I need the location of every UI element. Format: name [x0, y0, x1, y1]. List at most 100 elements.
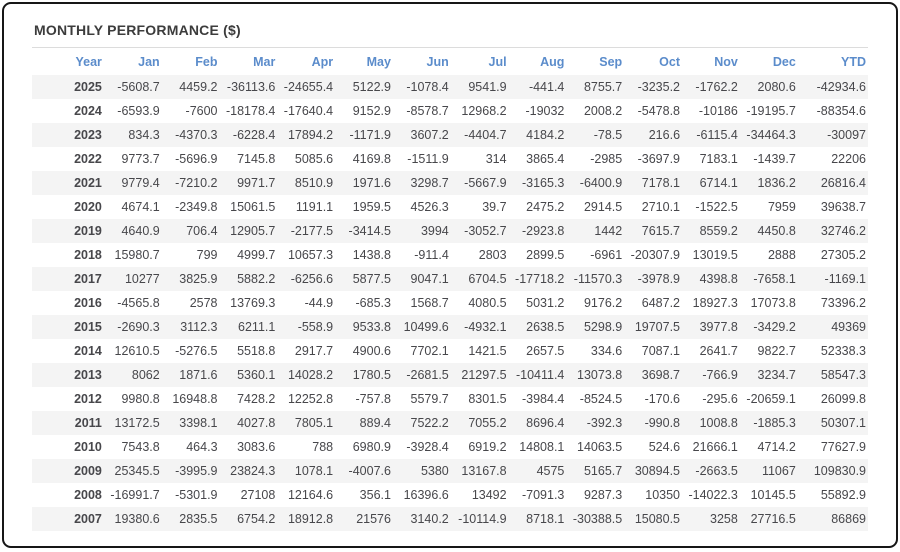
value-cell-jul: -4404.7 — [450, 123, 509, 147]
column-header-aug: Aug — [540, 55, 565, 69]
value-cell-dec: -1885.3 — [739, 411, 798, 435]
value-cell-mar: 5360.1 — [219, 363, 278, 387]
value-cell-oct: 2710.1 — [641, 200, 681, 214]
value-cell-apr: -17640.4 — [283, 104, 334, 118]
monthly-performance-panel: MONTHLY PERFORMANCE ($) Year Jan Feb Mar Apr… — [4, 4, 896, 531]
table-header-row: Year Jan Feb Mar Apr May Jun Jul Aug Sep Oct Nov Dec… — [32, 48, 868, 75]
value-cell-feb: -7210.2 — [161, 171, 220, 195]
column-header-sep: Sep — [599, 55, 623, 69]
year-cell: 2015 — [32, 315, 104, 339]
value-cell-sep: -6400.9 — [566, 171, 625, 195]
value-cell-apr: 8510.9 — [277, 171, 336, 195]
value-cell-aug: -3165.3 — [508, 171, 567, 195]
year-cell: 2024 — [74, 104, 102, 118]
table-row-2015: 2015 -2690.3 3112.3 6211.1 -558.9 9533.8 10499… — [32, 315, 868, 339]
value-cell-nov: -1522.5 — [695, 200, 738, 214]
year-cell: 2010 — [74, 440, 102, 454]
value-cell-oct: 30894.5 — [624, 459, 683, 483]
value-cell-dec: 7959 — [767, 200, 796, 214]
value-cell-feb: 1871.6 — [161, 363, 220, 387]
value-cell-apr: 14028.2 — [277, 363, 336, 387]
value-cell-jan: -6593.9 — [117, 104, 160, 118]
value-cell-jul: 314 — [485, 152, 507, 166]
value-cell-ytd: 52338.3 — [820, 344, 866, 358]
value-cell-aug: 14808.1 — [519, 440, 565, 454]
value-cell-feb: 706.4 — [161, 219, 220, 243]
value-cell-aug: -7091.3 — [521, 488, 565, 502]
value-cell-jul: 9541.9 — [450, 75, 509, 99]
value-cell-sep: -392.3 — [566, 411, 625, 435]
table-row-2010: 2010 7543.8 464.3 3083.6 788 6980.9 -3928.4 691… — [32, 435, 868, 459]
value-cell-jul: -3052.7 — [450, 219, 509, 243]
value-cell-mar: 3083.6 — [237, 440, 276, 454]
table-row-2011: 2011 13172.5 3398.1 4027.8 7805.1 889.4 7522.2… — [32, 411, 868, 435]
value-cell-jul: 6704.5 — [450, 267, 509, 291]
value-cell-may: 4169.8 — [352, 152, 391, 166]
value-cell-aug: 4575 — [508, 459, 567, 483]
value-cell-nov: 21666.1 — [692, 440, 738, 454]
value-cell-jan: 7543.8 — [121, 440, 160, 454]
value-cell-nov: 7183.1 — [699, 152, 738, 166]
value-cell-ytd: -1169.1 — [797, 267, 868, 291]
value-cell-may: 6980.9 — [352, 440, 391, 454]
value-cell-aug: 3865.4 — [526, 152, 565, 166]
column-header-may: May — [366, 55, 391, 69]
value-cell-jun: -2681.5 — [392, 363, 451, 387]
value-cell-jun: -1078.4 — [392, 75, 451, 99]
table-row-2018: 2018 15980.7 799 4999.7 10657.3 1438.8 -911.4 2… — [32, 243, 868, 267]
value-cell-may: 9152.9 — [352, 104, 391, 118]
value-cell-apr: 12164.6 — [287, 488, 334, 502]
panel-title: MONTHLY PERFORMANCE ($) — [34, 22, 241, 38]
value-cell-ytd: 50307.1 — [797, 411, 868, 435]
column-header-mar: Mar — [253, 55, 276, 69]
value-cell-dec: 27716.5 — [739, 507, 798, 531]
monthly-performance-table: Year Jan Feb Mar Apr May Jun Jul Aug Sep Oct Nov Dec… — [32, 48, 868, 531]
value-cell-feb: -5301.9 — [175, 488, 218, 502]
value-cell-jan: 19380.6 — [103, 507, 162, 531]
value-cell-sep: 5165.7 — [566, 459, 625, 483]
value-cell-jul: 13492 — [471, 488, 507, 502]
value-cell-dec: 17073.8 — [750, 296, 796, 310]
year-cell: 2022 — [74, 152, 102, 166]
table-row-2019: 2019 4640.9 706.4 12905.7 -2177.5 -3414.5 3994… — [32, 219, 868, 243]
table-row-2014: 2014 12610.5 -5276.5 5518.8 2917.7 4900.6 7702… — [32, 339, 868, 363]
value-cell-jul: 21297.5 — [450, 363, 509, 387]
value-cell-nov: 1008.8 — [682, 411, 740, 435]
value-cell-jan: -16991.7 — [110, 488, 160, 502]
value-cell-mar: 4027.8 — [219, 411, 278, 435]
value-cell-aug: -2923.8 — [508, 219, 567, 243]
value-cell-jan: 13172.5 — [103, 411, 162, 435]
value-cell-feb: 3398.1 — [161, 411, 220, 435]
column-header-jul: Jul — [488, 55, 507, 69]
value-cell-jul: 13167.8 — [450, 459, 509, 483]
value-cell-aug: 4184.2 — [508, 123, 567, 147]
value-cell-jun: 9047.1 — [392, 267, 451, 291]
value-cell-mar: 12905.7 — [219, 219, 278, 243]
value-cell-jan: -4565.8 — [117, 296, 160, 310]
column-header-jan: Jan — [138, 55, 160, 69]
value-cell-jul: 2803 — [478, 248, 507, 262]
value-cell-ytd: 39638.7 — [820, 200, 866, 214]
value-cell-sep: 9176.2 — [583, 296, 623, 310]
value-cell-apr: -24655.4 — [277, 75, 336, 99]
title-divider — [32, 47, 868, 48]
value-cell-nov: 6714.1 — [682, 171, 740, 195]
value-cell-aug: 2475.2 — [526, 200, 565, 214]
value-cell-feb: 3825.9 — [161, 267, 220, 291]
value-cell-jan: 4674.1 — [121, 200, 160, 214]
value-cell-jan: 25345.5 — [103, 459, 162, 483]
value-cell-nov: -2663.5 — [682, 459, 740, 483]
value-cell-mar: -36113.6 — [219, 75, 278, 99]
value-cell-mar: 6211.1 — [219, 315, 278, 339]
column-header-oct: Oct — [659, 55, 681, 69]
value-cell-jun: -911.4 — [414, 248, 449, 262]
value-cell-jun: 5380 — [392, 459, 451, 483]
year-cell: 2016 — [74, 296, 102, 310]
value-cell-apr: 788 — [312, 440, 334, 454]
value-cell-ytd: 55892.9 — [820, 488, 866, 502]
value-cell-ytd: 77627.9 — [820, 440, 866, 454]
value-cell-sep: 2914.5 — [583, 200, 623, 214]
value-cell-oct: 19707.5 — [624, 315, 683, 339]
value-cell-nov: -6115.4 — [682, 123, 740, 147]
year-cell: 2023 — [32, 123, 104, 147]
